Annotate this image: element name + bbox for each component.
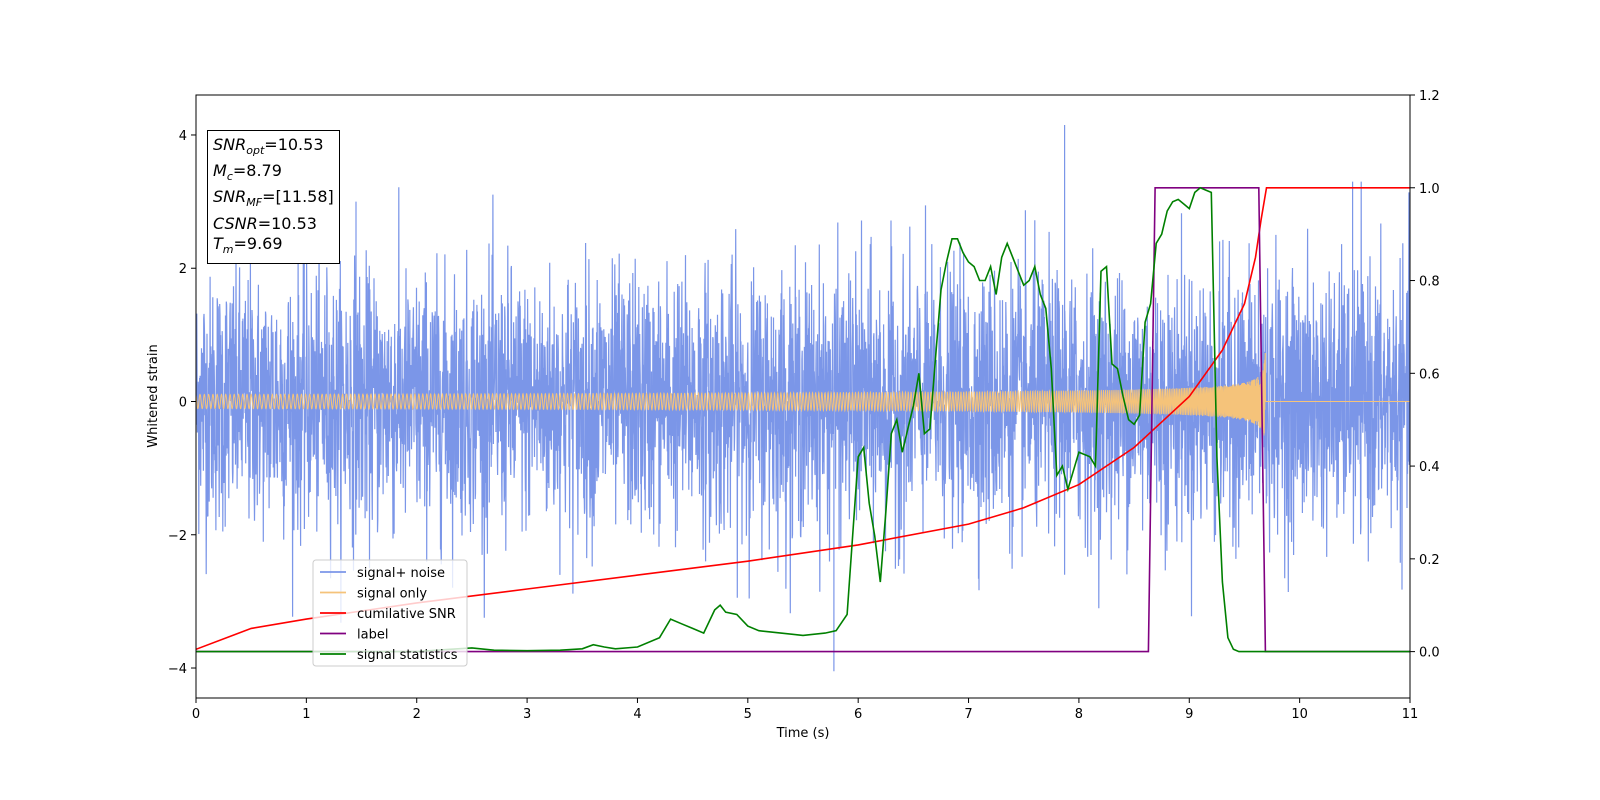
legend-item: signal+ noise [320, 566, 445, 581]
y-tick-label: −2 [168, 529, 187, 544]
y2-tick-label: 1.2 [1419, 89, 1440, 104]
legend-item: cumilative SNR [320, 607, 456, 622]
legend-item: signal statistics [320, 648, 458, 663]
annotation-box: SNRopt=10.53 Mc=8.79 SNRMF=[11.58] CSNR=… [207, 130, 340, 264]
annotation-mc: Mc=8.79 [213, 161, 282, 184]
x-axis-label: Time (s) [776, 726, 830, 741]
y-tick-label: −4 [168, 662, 187, 677]
x-tick-label: 4 [633, 707, 641, 722]
legend: signal+ noise signal only cumilative SNR la… [312, 559, 468, 667]
y2-tick-label: 0.8 [1419, 275, 1440, 290]
y-tick-label: 2 [179, 262, 187, 277]
y-tick-label: 0 [179, 395, 187, 410]
legend-label: label [357, 628, 388, 643]
x-tick-label: 11 [1402, 707, 1419, 722]
plot-area [196, 125, 1410, 672]
y-axis-right: 1.2 1.0 0.8 0.6 0.4 0.2 0.0 [1410, 89, 1440, 661]
legend-item: label [320, 628, 388, 643]
x-tick-label: 6 [854, 707, 862, 722]
x-tick-label: 8 [1075, 707, 1083, 722]
y2-tick-label: 0.2 [1419, 553, 1440, 568]
legend-label: cumilative SNR [357, 607, 456, 622]
legend-label: signal statistics [357, 648, 458, 663]
x-tick-label: 9 [1185, 707, 1193, 722]
x-tick-label: 3 [523, 707, 531, 722]
series-signal-only [196, 352, 1410, 436]
y-axis-label: Whitened strain [146, 344, 161, 447]
y2-tick-label: 0.6 [1419, 367, 1440, 382]
legend-label: signal only [357, 587, 427, 602]
y-tick-label: 4 [179, 129, 187, 144]
annotation-tm: Tm=9.69 [213, 233, 283, 256]
x-tick-label: 0 [192, 707, 200, 722]
annotation-snr-mf: SNRMF=[11.58] [213, 187, 334, 210]
x-tick-label: 10 [1291, 707, 1308, 722]
x-tick-label: 7 [964, 707, 972, 722]
y2-tick-label: 0.4 [1419, 460, 1440, 475]
y2-tick-label: 0.0 [1419, 646, 1440, 661]
x-tick-label: 5 [744, 707, 752, 722]
annotation-snr-opt: SNRopt=10.53 [213, 135, 324, 158]
plot-frame [195, 94, 1411, 699]
legend-box [312, 559, 468, 667]
series-signal-plus-noise [196, 125, 1410, 672]
x-tick-label: 1 [302, 707, 310, 722]
y2-tick-label: 1.0 [1419, 182, 1440, 197]
annotation-csnr: CSNR=10.53 [213, 213, 317, 233]
x-tick-label: 2 [413, 707, 421, 722]
x-axis: 0 1 2 3 4 5 6 7 8 9 10 11 [192, 698, 1418, 722]
y-axis-left: 4 2 0 −2 −4 [168, 129, 196, 677]
legend-label: signal+ noise [357, 566, 445, 581]
series-signal-statistics [196, 186, 1410, 653]
legend-item: signal only [320, 587, 427, 602]
